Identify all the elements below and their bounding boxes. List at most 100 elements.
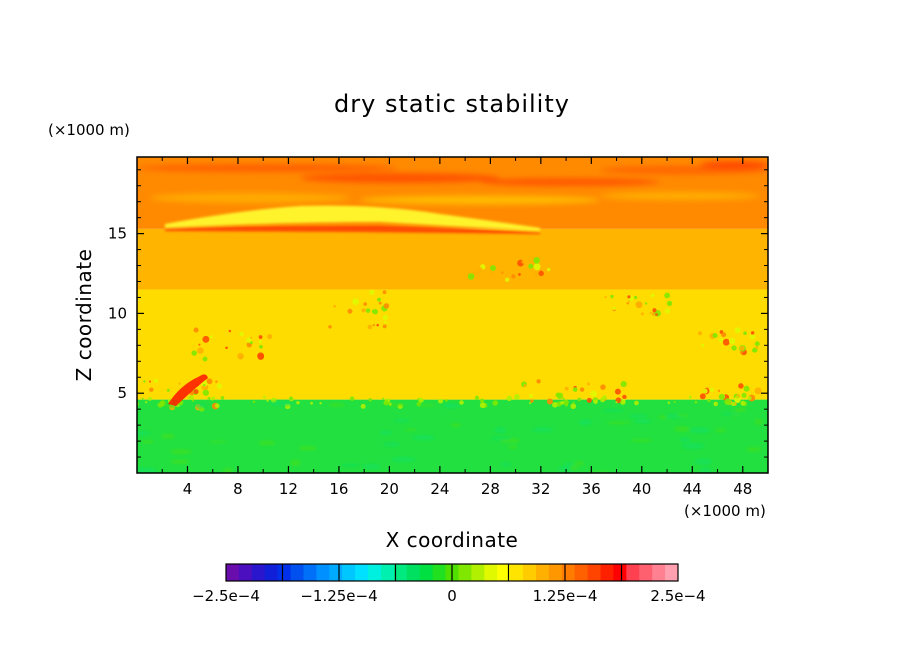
speckle bbox=[536, 379, 541, 384]
lower-blob bbox=[673, 426, 691, 432]
speckle bbox=[734, 327, 741, 334]
speckle bbox=[600, 384, 606, 390]
lower-blob bbox=[745, 447, 762, 452]
ripple bbox=[214, 403, 220, 409]
speckle bbox=[369, 289, 375, 295]
upper-streak bbox=[480, 178, 660, 186]
speckle bbox=[614, 388, 621, 395]
ripple bbox=[437, 398, 444, 404]
speckle bbox=[505, 277, 510, 282]
colorbar-swatch bbox=[342, 564, 356, 581]
x-tick-label: 24 bbox=[430, 480, 449, 498]
lower-blob bbox=[387, 403, 406, 407]
ripple bbox=[147, 396, 152, 401]
speckle bbox=[530, 399, 534, 403]
speckle bbox=[382, 324, 387, 329]
x-axis-label: X coordinate bbox=[386, 528, 519, 552]
layer-band bbox=[137, 228, 768, 290]
speckle bbox=[215, 380, 218, 383]
speckle bbox=[153, 378, 159, 384]
y-tick-label: 5 bbox=[117, 384, 127, 402]
speckle bbox=[655, 313, 658, 316]
colorbar-swatch bbox=[355, 564, 369, 581]
lower-blob bbox=[379, 430, 393, 435]
speckle bbox=[731, 345, 737, 351]
lower-blob bbox=[532, 427, 553, 432]
lower-blob bbox=[720, 412, 741, 416]
speckle bbox=[699, 393, 706, 400]
lower-texture bbox=[137, 400, 764, 473]
speckle bbox=[754, 341, 760, 347]
speckle bbox=[489, 271, 495, 276]
speckle bbox=[197, 347, 204, 354]
x-axis: 4 8 12 16 20 24 28 32 36 40 44 48 bbox=[161, 157, 752, 498]
lower-blob bbox=[754, 419, 764, 425]
colorbar-swatch bbox=[535, 564, 550, 581]
speckle bbox=[754, 387, 762, 395]
speckle bbox=[622, 394, 627, 400]
upper-streak bbox=[150, 193, 350, 203]
ripple bbox=[289, 396, 293, 400]
ripple bbox=[707, 398, 711, 403]
ripple bbox=[418, 397, 424, 403]
speckle bbox=[644, 302, 648, 305]
speckle bbox=[267, 334, 273, 340]
lower-blob bbox=[222, 467, 233, 473]
speckle bbox=[206, 378, 213, 385]
ripple bbox=[479, 398, 485, 403]
speckle bbox=[564, 386, 569, 391]
speckle bbox=[511, 274, 516, 279]
speckle bbox=[384, 320, 387, 324]
speckle bbox=[237, 352, 244, 360]
y-axis-label: Z coordinate bbox=[72, 249, 96, 382]
lower-blob bbox=[362, 464, 381, 469]
ripple bbox=[383, 400, 389, 406]
speckle bbox=[572, 387, 578, 392]
speckle bbox=[750, 331, 755, 335]
speckle bbox=[739, 345, 745, 351]
ripple bbox=[667, 401, 671, 405]
layer-band bbox=[137, 399, 768, 473]
speckle bbox=[640, 312, 644, 316]
x-tick-label: 32 bbox=[531, 480, 550, 498]
colorbar-swatch bbox=[290, 564, 304, 581]
speckle bbox=[225, 346, 228, 350]
ripple bbox=[188, 395, 193, 400]
speckle bbox=[376, 323, 379, 327]
upper-streak bbox=[360, 195, 600, 205]
ripple bbox=[157, 402, 164, 408]
speckle bbox=[702, 388, 708, 394]
inversion-highlight bbox=[165, 205, 540, 231]
speckle bbox=[738, 383, 744, 389]
speckle bbox=[216, 383, 223, 389]
lower-blob bbox=[689, 427, 711, 433]
colorbar-swatch bbox=[329, 564, 343, 581]
x-tick-label: 44 bbox=[683, 480, 702, 498]
colorbar-swatch bbox=[471, 564, 485, 581]
x-tick-label: 40 bbox=[632, 480, 651, 498]
ripple bbox=[263, 395, 266, 399]
speckle bbox=[149, 380, 152, 383]
speckle bbox=[620, 380, 627, 388]
speckle bbox=[612, 306, 616, 311]
speckle bbox=[627, 295, 631, 299]
lower-blob bbox=[137, 431, 151, 436]
colorbar-swatch bbox=[419, 564, 434, 581]
lower-blob bbox=[258, 440, 276, 446]
colorbar-swatch bbox=[639, 564, 653, 581]
speckle bbox=[652, 308, 657, 313]
speckle bbox=[239, 331, 244, 337]
colorbar-swatch bbox=[406, 564, 421, 581]
speckle bbox=[709, 387, 715, 392]
colorbar-swatch bbox=[626, 564, 640, 581]
speckle bbox=[533, 271, 540, 278]
lower-blob bbox=[490, 437, 512, 441]
lower-blob bbox=[494, 427, 507, 433]
speckle bbox=[143, 380, 146, 383]
colorbar-swatch bbox=[303, 564, 317, 581]
speckle bbox=[610, 294, 614, 299]
speckle bbox=[203, 383, 206, 387]
colorbar-swatch bbox=[251, 564, 266, 581]
speckle bbox=[528, 393, 533, 398]
speckle bbox=[259, 344, 263, 349]
